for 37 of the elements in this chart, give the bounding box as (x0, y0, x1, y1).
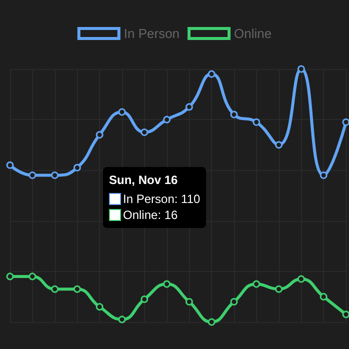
point (185, 103, 193, 111)
point (275, 141, 283, 149)
point (208, 318, 216, 326)
point (275, 285, 283, 293)
point (230, 110, 238, 118)
point (320, 172, 328, 180)
point (96, 131, 104, 139)
point (6, 272, 14, 280)
point (51, 172, 59, 180)
point (51, 285, 59, 293)
point (96, 303, 104, 311)
annotation: Online: 16 (123, 208, 178, 222)
point (118, 108, 126, 116)
annotation: In Person: 110 (123, 192, 200, 206)
point (118, 316, 126, 324)
point (28, 272, 36, 280)
point (208, 70, 216, 78)
point (6, 161, 14, 169)
point (342, 118, 349, 126)
point (320, 292, 328, 300)
point (297, 275, 305, 283)
point (28, 172, 36, 180)
point (140, 128, 148, 136)
point (73, 164, 81, 172)
point (185, 298, 193, 306)
legend-label: Online (234, 26, 272, 41)
point (230, 298, 238, 306)
point (297, 65, 305, 73)
point (163, 280, 171, 288)
point (163, 116, 171, 124)
point (140, 295, 148, 303)
point (252, 118, 260, 126)
point (342, 310, 349, 318)
point (73, 285, 81, 293)
point (252, 280, 260, 288)
legend-label: In Person (124, 26, 180, 41)
annotation: Sun, Nov 16 (109, 172, 179, 188)
